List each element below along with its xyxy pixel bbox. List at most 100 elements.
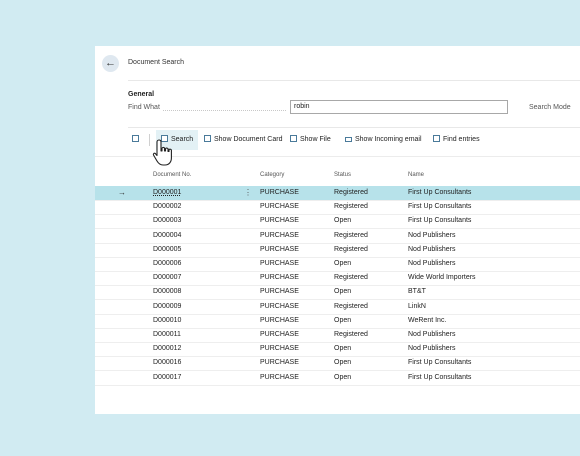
cell-name: Nod Publishers <box>408 345 456 353</box>
show-incoming-email-button[interactable]: Show Incoming email <box>345 130 422 150</box>
divider <box>128 80 580 81</box>
cell-category: PURCHASE <box>260 316 299 324</box>
cell-name: Wide World Importers <box>408 274 476 282</box>
cell-document-no[interactable]: D000003 <box>153 217 182 225</box>
cell-category: PURCHASE <box>260 203 299 211</box>
table-row[interactable]: D000011 PURCHASE Registered Nod Publishers <box>95 328 580 343</box>
row-arrow-icon: → <box>118 188 126 197</box>
divider <box>95 156 580 157</box>
action-toolbar: Search Show Document Card Show File Show… <box>128 130 580 150</box>
cell-document-no[interactable]: D000009 <box>153 302 182 310</box>
table-row[interactable]: D000006 PURCHASE Open Nod Publishers <box>95 257 580 272</box>
cell-name: First Up Consultants <box>408 359 472 367</box>
cell-name: Nod Publishers <box>408 260 456 267</box>
cell-name: LinkN <box>408 302 426 310</box>
cell-category: PURCHASE <box>260 260 299 267</box>
cell-category: PURCHASE <box>260 359 299 367</box>
cell-category: PURCHASE <box>260 302 299 310</box>
cell-document-no[interactable]: D000006 <box>153 260 182 267</box>
cell-document-no[interactable]: D000007 <box>153 274 182 282</box>
cell-status: Open <box>334 345 352 353</box>
cell-status: Registered <box>334 331 368 338</box>
cell-category: PURCHASE <box>260 189 299 196</box>
cell-name: Nod Publishers <box>408 245 456 253</box>
cell-category: PURCHASE <box>260 217 299 225</box>
cell-name: First Up Consultants <box>408 203 472 211</box>
cell-document-no[interactable]: D000004 <box>153 231 182 239</box>
cell-status: Open <box>334 359 352 367</box>
back-arrow-icon: ← <box>105 57 116 69</box>
cell-document-no[interactable]: D000011 <box>153 331 181 338</box>
cell-category: PURCHASE <box>260 331 299 338</box>
page-title: Document Search <box>128 59 185 66</box>
search-mode-label: Search Mode <box>529 104 571 111</box>
cell-status: Open <box>334 260 352 267</box>
table-row[interactable]: D000010 PURCHASE Open WeRent Inc. <box>95 314 580 329</box>
file-icon <box>290 135 297 142</box>
column-header-status[interactable]: Status <box>334 172 352 178</box>
table-row[interactable]: D000009 PURCHASE Registered LinkN <box>95 300 580 315</box>
cell-category: PURCHASE <box>260 274 299 282</box>
layout-toggle-button[interactable] <box>132 130 142 150</box>
table-row[interactable]: D000012 PURCHASE Open Nod Publishers <box>95 342 580 358</box>
back-button[interactable]: ← <box>102 55 119 72</box>
table-row[interactable]: D000003 PURCHASE Open First Up Consultants <box>95 214 580 230</box>
column-header-document-no[interactable]: Document No. <box>153 172 192 178</box>
document-search-page: ← Document Search General Find What Sear… <box>95 46 580 414</box>
cell-category: PURCHASE <box>260 245 299 253</box>
cell-status: Registered <box>334 203 368 211</box>
cell-document-no[interactable]: D000008 <box>153 288 182 296</box>
cell-name: BT&T <box>408 288 426 296</box>
divider <box>128 127 580 128</box>
cell-category: PURCHASE <box>260 231 299 239</box>
cell-document-no[interactable]: D000002 <box>153 203 182 211</box>
cell-category: PURCHASE <box>260 345 299 353</box>
cell-name: First Up Consultants <box>408 217 472 225</box>
cell-status: Open <box>334 217 352 225</box>
table-row[interactable]: D000004 PURCHASE Registered Nod Publishers <box>95 229 580 244</box>
cell-document-no[interactable]: D000005 <box>153 245 182 253</box>
table-header: Document No. Category Status Name <box>95 172 580 184</box>
show-document-card-button[interactable]: Show Document Card <box>204 130 282 150</box>
show-file-button[interactable]: Show File <box>290 130 331 150</box>
cell-name: First Up Consultants <box>408 373 472 381</box>
cell-document-no[interactable]: D000010 <box>153 316 182 324</box>
cell-document-no[interactable]: D000001 <box>153 189 182 196</box>
find-entries-button[interactable]: Find entries <box>433 130 480 150</box>
cell-name: WeRent Inc. <box>408 316 447 324</box>
cell-status: Open <box>334 373 352 381</box>
cell-status: Open <box>334 316 352 324</box>
table-row[interactable]: D000005 PURCHASE Registered Nod Publishers <box>95 243 580 258</box>
table-row[interactable]: D000016 PURCHASE Open First Up Consultants <box>95 356 580 372</box>
cell-name: First Up Consultants <box>408 189 472 196</box>
cell-document-no[interactable]: D000012 <box>153 345 182 353</box>
cell-status: Registered <box>334 302 368 310</box>
cell-category: PURCHASE <box>260 373 299 381</box>
page-header: ← Document Search <box>95 46 580 80</box>
search-doc-icon <box>161 135 168 142</box>
column-header-name[interactable]: Name <box>408 172 425 178</box>
email-icon <box>345 137 352 142</box>
hand-pointer-cursor <box>152 139 172 166</box>
table-row[interactable]: D000008 PURCHASE Open BT&T <box>95 285 580 301</box>
column-header-category[interactable]: Category <box>260 172 285 178</box>
cell-status: Registered <box>334 274 368 282</box>
toolbar-separator <box>149 134 150 146</box>
search-button[interactable]: Search <box>156 130 199 150</box>
more-options-icon[interactable]: ⋮ <box>244 188 252 197</box>
find-what-input[interactable] <box>290 100 508 114</box>
cell-name: Nod Publishers <box>408 231 456 239</box>
cell-document-no[interactable]: D000016 <box>153 359 182 367</box>
table-row[interactable]: D000017 PURCHASE Open First Up Consultants <box>95 371 580 386</box>
cell-category: PURCHASE <box>260 288 299 296</box>
cell-document-no[interactable]: D000017 <box>153 373 182 381</box>
document-card-icon <box>204 135 211 142</box>
table-row[interactable]: D000007 PURCHASE Registered Wide World Impo… <box>95 271 580 287</box>
cell-status: Registered <box>334 231 368 239</box>
find-entries-icon <box>433 135 440 142</box>
cell-status: Registered <box>334 189 368 196</box>
table-row[interactable]: D000002 PURCHASE Registered First Up Consul… <box>95 200 580 216</box>
cell-status: Registered <box>334 245 368 253</box>
table-row[interactable]: → ⋮ D000001 PURCHASE Registered First Up Cons… <box>95 186 580 201</box>
